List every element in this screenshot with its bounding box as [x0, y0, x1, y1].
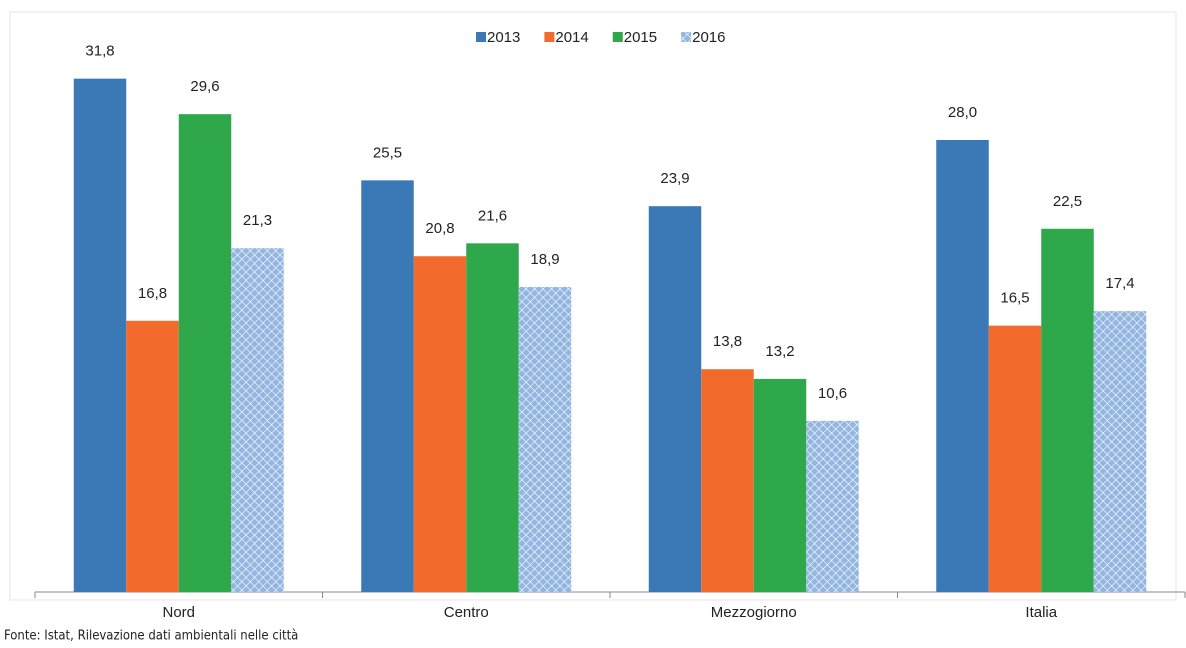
- x-tick-label: Mezzogiorno: [711, 604, 797, 621]
- bar: [231, 248, 284, 592]
- x-tick-label: Italia: [1025, 604, 1057, 621]
- bar: [753, 378, 807, 592]
- data-label: 21,6: [478, 207, 507, 224]
- data-label: 23,9: [660, 170, 689, 187]
- x-tick-label: Centro: [444, 604, 489, 621]
- data-label: 20,8: [425, 220, 454, 237]
- data-label: 25,5: [373, 144, 402, 161]
- legend-label: 2016: [692, 29, 725, 46]
- data-label: 13,8: [713, 333, 742, 350]
- bar: [1093, 311, 1147, 592]
- bar: [73, 78, 127, 592]
- legend-swatch: [476, 32, 486, 42]
- data-label: 18,9: [530, 251, 559, 268]
- data-label: 16,5: [1000, 290, 1029, 307]
- data-label: 16,8: [138, 285, 167, 302]
- bar: [936, 140, 989, 592]
- bar: [701, 369, 754, 592]
- bar: [988, 325, 1042, 592]
- bar: [806, 420, 859, 592]
- legend-swatch: [612, 32, 623, 42]
- bar: [518, 286, 572, 592]
- bar: [178, 114, 232, 593]
- data-label: 17,4: [1105, 275, 1134, 292]
- bar: [413, 256, 467, 592]
- bar: [126, 320, 179, 592]
- data-label: 28,0: [948, 104, 977, 121]
- legend-label: 2013: [487, 29, 520, 46]
- legend-swatch: [681, 32, 692, 42]
- bar: [1041, 228, 1094, 593]
- bar: [361, 180, 414, 592]
- x-tick-label: Nord: [162, 604, 195, 621]
- data-label: 13,2: [765, 343, 794, 360]
- data-label: 22,5: [1053, 193, 1082, 210]
- plot-frame: [9, 11, 1177, 601]
- source-note: Fonte: Istat, Rilevazione dati ambiental…: [4, 629, 298, 644]
- bar: [648, 206, 702, 592]
- legend-label: 2014: [555, 29, 588, 46]
- legend-swatch: [544, 32, 555, 42]
- bar: [466, 243, 519, 593]
- data-label: 31,8: [85, 43, 114, 60]
- data-label: 21,3: [243, 212, 272, 229]
- data-label: 10,6: [818, 385, 847, 402]
- legend-label: 2015: [624, 29, 657, 46]
- data-label: 29,6: [190, 78, 219, 95]
